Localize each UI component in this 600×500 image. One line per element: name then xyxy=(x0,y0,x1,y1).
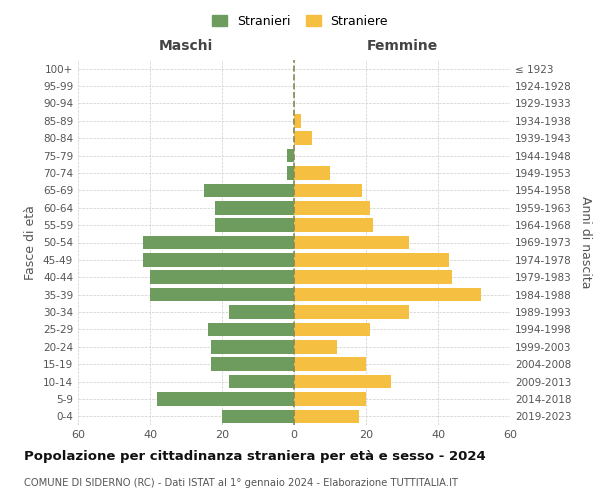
Bar xyxy=(294,392,366,406)
Bar xyxy=(294,184,362,197)
Bar xyxy=(294,132,312,145)
Bar xyxy=(294,253,449,266)
Bar xyxy=(143,253,294,266)
Bar xyxy=(215,218,294,232)
Bar xyxy=(157,392,294,406)
Bar xyxy=(294,305,409,319)
Bar xyxy=(208,322,294,336)
Bar xyxy=(229,305,294,319)
Y-axis label: Anni di nascita: Anni di nascita xyxy=(578,196,592,289)
Bar xyxy=(294,375,391,388)
Bar xyxy=(143,236,294,250)
Bar xyxy=(294,236,409,250)
Bar xyxy=(229,375,294,388)
Bar xyxy=(294,201,370,214)
Bar xyxy=(294,358,366,371)
Bar xyxy=(294,218,373,232)
Bar xyxy=(215,201,294,214)
Bar xyxy=(222,410,294,423)
Bar xyxy=(294,166,330,180)
Bar xyxy=(211,340,294,353)
Bar xyxy=(211,358,294,371)
Bar xyxy=(294,410,359,423)
Y-axis label: Fasce di età: Fasce di età xyxy=(25,205,37,280)
Bar xyxy=(150,270,294,284)
Bar xyxy=(294,114,301,128)
Text: COMUNE DI SIDERNO (RC) - Dati ISTAT al 1° gennaio 2024 - Elaborazione TUTTITALIA: COMUNE DI SIDERNO (RC) - Dati ISTAT al 1… xyxy=(24,478,458,488)
Legend: Stranieri, Straniere: Stranieri, Straniere xyxy=(208,11,392,32)
Bar xyxy=(294,270,452,284)
Bar xyxy=(287,166,294,180)
Bar xyxy=(204,184,294,197)
Text: Popolazione per cittadinanza straniera per età e sesso - 2024: Popolazione per cittadinanza straniera p… xyxy=(24,450,486,463)
Bar xyxy=(294,322,370,336)
Bar xyxy=(150,288,294,302)
Text: Maschi: Maschi xyxy=(159,38,213,52)
Text: Femmine: Femmine xyxy=(367,38,437,52)
Bar xyxy=(287,149,294,162)
Bar xyxy=(294,340,337,353)
Bar xyxy=(294,288,481,302)
